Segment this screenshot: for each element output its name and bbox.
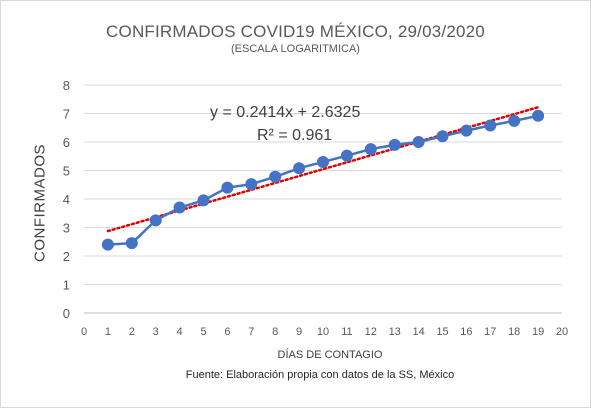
- y-tick-label: 6: [63, 135, 70, 150]
- y-tick-label: 4: [63, 192, 70, 207]
- y-tick-label: 5: [63, 164, 70, 179]
- x-tick-labels: 0 1 2 3 4 5 6 7 8 9 10 11 12 13 14 15 16 17 18 19 20: [81, 326, 568, 338]
- data-point: [173, 201, 186, 214]
- x-tick-label: 17: [484, 326, 496, 338]
- y-tick-label: 7: [63, 107, 70, 122]
- data-point: [293, 162, 306, 175]
- data-point: [245, 178, 258, 191]
- x-tick-label: 1: [105, 326, 111, 338]
- x-tick-label: 20: [556, 326, 568, 338]
- data-point: [508, 114, 521, 127]
- data-point: [149, 214, 162, 227]
- x-tick-label: 3: [153, 326, 159, 338]
- y-tick-label: 1: [63, 278, 70, 293]
- data-point: [460, 124, 473, 137]
- x-tick-label: 9: [296, 326, 302, 338]
- data-point: [125, 237, 138, 250]
- x-tick-label: 14: [412, 326, 424, 338]
- trendline-r-squared: R² = 0.961: [257, 127, 333, 144]
- data-point: [484, 119, 497, 132]
- data-point: [412, 136, 425, 148]
- data-point: [269, 170, 282, 183]
- chart-title: CONFIRMADOS COVID19 MÉXICO, 29/03/2020: [106, 22, 485, 41]
- data-point: [436, 130, 449, 143]
- y-axis-label: CONFIRMADOS: [31, 144, 49, 262]
- y-tick-label: 8: [63, 78, 70, 93]
- x-tick-label: 13: [389, 326, 401, 338]
- x-tick-label: 19: [532, 326, 544, 338]
- data-point: [197, 194, 210, 207]
- data-point: [101, 238, 114, 251]
- x-tick-label: 16: [460, 326, 472, 338]
- y-tick-label: 2: [63, 249, 70, 264]
- x-tick-label: 11: [341, 326, 352, 338]
- x-tick-label: 7: [248, 326, 254, 338]
- y-tick-label: 0: [63, 306, 70, 321]
- trendline-equation: y = 0.2414x + 2.6325: [210, 104, 361, 121]
- gridlines: [84, 84, 562, 314]
- x-tick-label: 10: [317, 326, 329, 338]
- x-tick-label: 2: [129, 326, 135, 338]
- data-point: [388, 138, 401, 151]
- data-point: [532, 109, 545, 122]
- y-tick-labels: 0 1 2 3 4 5 6 7 8: [63, 78, 70, 321]
- x-tick-label: 5: [200, 326, 206, 338]
- x-tick-label: 8: [272, 326, 278, 338]
- x-tick-label: 6: [224, 326, 230, 338]
- x-tick-label: 4: [177, 326, 183, 338]
- x-tick-label: 18: [508, 326, 520, 338]
- x-axis-label: DÍAS DE CONTAGIO: [277, 349, 383, 361]
- source-note: Fuente: Elaboración propia con datos de …: [185, 369, 455, 381]
- data-point: [364, 143, 377, 156]
- data-point: [340, 149, 353, 162]
- series-layer: [101, 109, 545, 251]
- data-point: [221, 181, 234, 194]
- x-tick-label: 15: [436, 326, 448, 338]
- chart-subtitle: (ESCALA LOGARITMICA): [231, 43, 360, 55]
- data-point: [317, 155, 329, 168]
- x-tick-label: 0: [81, 326, 87, 338]
- y-tick-label: 3: [63, 221, 70, 236]
- x-tick-label: 12: [365, 326, 377, 338]
